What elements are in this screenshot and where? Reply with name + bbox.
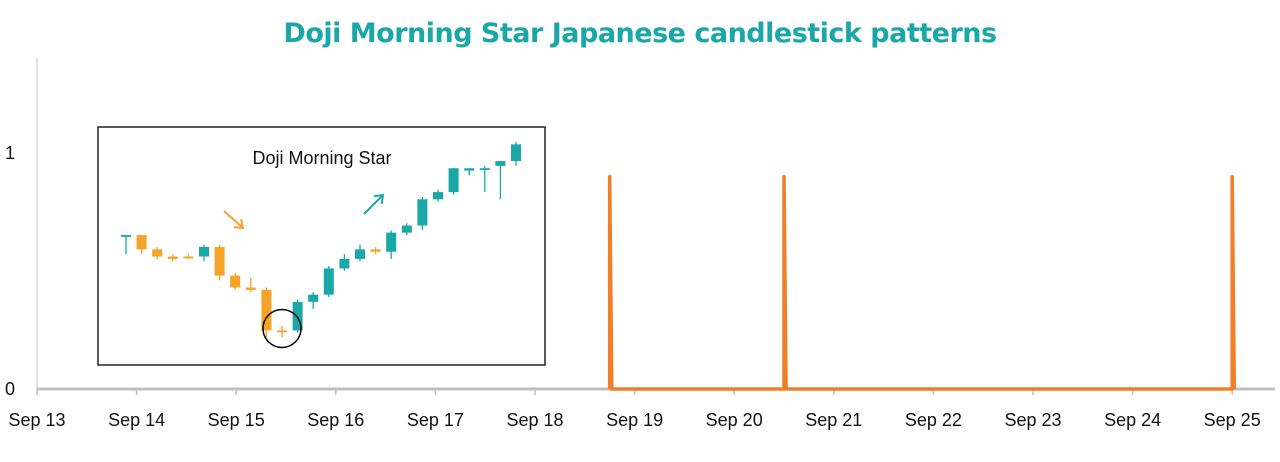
- inset-candle-body: [292, 301, 303, 331]
- inset-candle-body: [511, 144, 521, 162]
- inset-candle-body: [464, 168, 475, 171]
- inset-candle-body: [323, 268, 334, 295]
- inset-candle-body: [448, 168, 459, 193]
- down-trend-arrow: [223, 210, 244, 229]
- inset-candle-body: [417, 199, 428, 226]
- x-tick-label: Sep 13: [8, 410, 65, 430]
- inset-candle-body: [121, 235, 131, 237]
- y-tick-label: 1: [5, 143, 15, 163]
- inset-candle-body: [386, 232, 397, 252]
- inset-candle-body: [214, 246, 225, 276]
- inset-candle-body: [495, 161, 506, 166]
- inset-candle-body: [339, 258, 350, 269]
- x-tick-label: Sep 21: [805, 410, 862, 430]
- inset-candle-body: [433, 192, 443, 200]
- inset-candle-body: [370, 249, 381, 252]
- inset-candle-body: [277, 330, 287, 333]
- inset-candle-body: [199, 246, 209, 257]
- inset-candle-body: [308, 294, 319, 302]
- x-tick-label: Sep 16: [307, 410, 364, 430]
- inset-candle-body: [152, 249, 163, 257]
- inset-candle-body: [355, 249, 365, 259]
- inset-candle-body: [230, 275, 241, 288]
- x-tick-label: Sep 17: [407, 410, 464, 430]
- chart-title: Doji Morning Star Japanese candlestick p…: [283, 18, 997, 49]
- up-trend-arrow: [363, 194, 384, 215]
- x-tick-label: Sep 18: [506, 410, 563, 430]
- y-tick-label: 0: [5, 379, 15, 399]
- down-trend-arrow-head: [233, 218, 245, 230]
- inset-candle-body: [401, 225, 412, 233]
- x-tick-label: Sep 20: [706, 410, 763, 430]
- x-tick-label: Sep 24: [1104, 410, 1161, 430]
- x-tick-label: Sep 15: [208, 410, 265, 430]
- inset-frame: [97, 126, 546, 366]
- inset-candle-body: [183, 256, 194, 259]
- inset-candle-body: [261, 289, 272, 331]
- x-tick-label: Sep 23: [1004, 410, 1061, 430]
- x-tick-label: Sep 22: [905, 410, 962, 430]
- series-line: [607, 174, 1237, 391]
- inset-candle-body: [167, 256, 178, 259]
- inset-candle-body: [479, 168, 490, 171]
- up-trend-arrow-head: [373, 193, 385, 205]
- x-tick-label: Sep 19: [606, 410, 663, 430]
- x-tick-label: Sep 14: [108, 410, 165, 430]
- doji-highlight-circle: [262, 308, 302, 349]
- inset-candle-body: [136, 235, 147, 250]
- inset-candle-body: [245, 287, 256, 290]
- inset-title: Doji Morning Star: [252, 148, 391, 168]
- x-tick-label: Sep 25: [1204, 410, 1261, 430]
